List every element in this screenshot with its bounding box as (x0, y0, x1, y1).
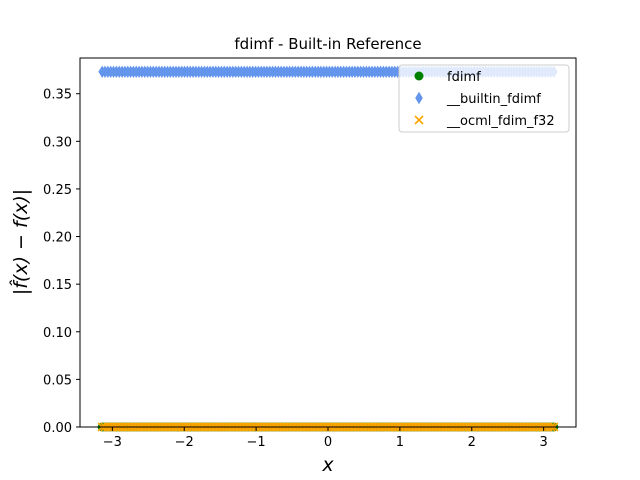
x-tick-label: −2 (175, 435, 194, 450)
y-tick-label: 0.15 (43, 278, 72, 293)
x-tick-label: −1 (247, 435, 266, 450)
legend-entry: __builtin_fdimf (415, 91, 541, 107)
y-axis-ticks: 0.00 0.05 0.10 0.15 0.20 0.25 0.30 0.35 (43, 88, 80, 436)
y-tick-label: 0.10 (43, 326, 72, 341)
legend-label: fdimf (447, 70, 481, 85)
y-axis-label: |f̂(x) − f(x)| (10, 189, 32, 295)
legend-entry: fdimf (414, 70, 481, 85)
x-tick-label: −3 (103, 435, 122, 450)
y-tick-label: 0.25 (43, 183, 72, 198)
x-axis-ticks: −3 −2 −1 0 1 2 3 (103, 427, 548, 450)
legend: fdimf __builtin_fdimf __ocml_fdim_f32 (398, 64, 570, 133)
chart-title: fdimf - Built-in Reference (234, 35, 421, 53)
legend-marker (415, 91, 423, 105)
x-tick-label: 2 (468, 435, 476, 450)
x-axis-label: x (321, 454, 334, 476)
y-tick-label: 0.20 (43, 231, 72, 246)
x-tick-label: 0 (324, 435, 332, 450)
legend-entry: __ocml_fdim_f32 (414, 114, 555, 129)
y-tick-label: 0.35 (43, 88, 72, 103)
y-tick-label: 0.00 (43, 421, 72, 436)
legend-box (398, 64, 570, 133)
y-tick-label: 0.05 (43, 373, 72, 388)
legend-marker (414, 71, 424, 81)
legend-label: __ocml_fdim_f32 (446, 114, 555, 129)
legend-label: __builtin_fdimf (446, 92, 541, 107)
legend-marker (414, 115, 424, 125)
x-tick-label: 1 (396, 435, 404, 450)
x-tick-label: 3 (540, 435, 548, 450)
y-tick-label: 0.30 (43, 135, 72, 150)
